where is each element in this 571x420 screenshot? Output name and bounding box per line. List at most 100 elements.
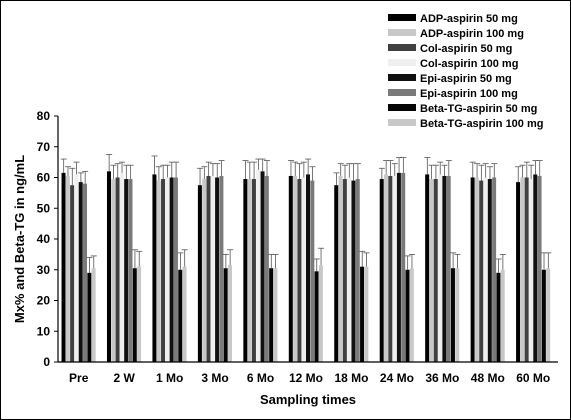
y-tick-label: 30 xyxy=(37,263,51,277)
bar xyxy=(384,174,389,362)
bar xyxy=(401,172,406,362)
bar xyxy=(169,177,174,362)
bar xyxy=(243,179,248,362)
bar xyxy=(202,179,207,362)
bar xyxy=(479,180,484,362)
y-tick-label: 20 xyxy=(37,294,51,308)
bar xyxy=(405,269,410,362)
bar xyxy=(297,179,302,362)
y-tick-label: 60 xyxy=(37,171,51,185)
bar-group-48-mo xyxy=(469,161,506,362)
bar xyxy=(70,185,75,362)
bar xyxy=(124,179,129,362)
bar-group-2-w xyxy=(106,154,143,362)
y-tick-label: 80 xyxy=(37,109,51,123)
x-tick-label: 60 Mo xyxy=(516,371,550,385)
y-axis: 0 10 20 30 40 50 60 70 80 xyxy=(37,109,59,369)
bar xyxy=(128,179,133,362)
bar xyxy=(429,179,434,362)
legend-label: Epi-aspirin 50 mg xyxy=(420,73,512,85)
bar-group-12-mo xyxy=(287,158,325,362)
bar xyxy=(425,174,430,362)
bar xyxy=(347,177,352,362)
bar xyxy=(156,180,161,362)
y-tick-label: 0 xyxy=(43,355,50,369)
bar xyxy=(474,177,479,362)
legend: ADP-aspirin 50 mg ADP-aspirin 100 mg Col-a… xyxy=(388,13,543,130)
y-tick-label: 40 xyxy=(37,232,51,246)
bar xyxy=(533,174,538,362)
x-axis: Pre 2 W 1 Mo 3 Mo 6 Mo 12 Mo 18 Mo 24 Mo 36 Mo 48… xyxy=(58,361,558,385)
bar xyxy=(541,269,546,362)
legend-swatch xyxy=(388,29,416,36)
bar xyxy=(314,271,319,362)
x-tick-label: 24 Mo xyxy=(380,371,414,385)
y-tick-label: 50 xyxy=(37,201,51,215)
legend-item: Col-aspirin 50 mg xyxy=(388,43,512,55)
legend-item: Beta-TG-aspirin 100 mg xyxy=(388,118,543,130)
bar xyxy=(293,175,298,362)
bar xyxy=(219,175,224,362)
legend-label: ADP-aspirin 50 mg xyxy=(420,13,518,25)
legend-swatch xyxy=(388,14,416,21)
bar xyxy=(318,265,323,362)
bar xyxy=(251,179,256,362)
bar xyxy=(210,175,215,362)
x-tick-label: 1 Mo xyxy=(156,371,183,385)
bar xyxy=(310,180,315,362)
bar xyxy=(61,172,66,362)
bar xyxy=(433,179,438,362)
bar-group-3-mo xyxy=(197,160,234,362)
bar xyxy=(360,266,365,362)
bar xyxy=(338,175,343,362)
bar xyxy=(301,177,306,362)
bar xyxy=(351,180,356,362)
bar-group-18-mo xyxy=(333,163,370,362)
bar xyxy=(65,175,70,362)
bar xyxy=(288,175,293,362)
bar-group-24-mo xyxy=(378,157,415,362)
bar xyxy=(524,177,529,362)
legend-swatch xyxy=(388,74,416,81)
bar xyxy=(342,179,347,362)
legend-label: Epi-aspirin 100 mg xyxy=(420,88,518,100)
bar xyxy=(388,175,393,362)
legend-label: Col-aspirin 100 mg xyxy=(420,58,518,70)
bar xyxy=(260,171,265,362)
bar xyxy=(492,177,497,362)
bar-group-6-mo xyxy=(242,158,279,362)
bar xyxy=(161,179,166,362)
bar xyxy=(546,268,551,362)
bar xyxy=(165,177,170,362)
bar xyxy=(178,269,183,362)
x-tick-label: 6 Mo xyxy=(247,371,274,385)
x-tick-label: 18 Mo xyxy=(334,371,368,385)
legend-label: Beta-TG-aspirin 50 mg xyxy=(420,103,537,115)
bar xyxy=(355,179,360,362)
bar xyxy=(496,272,501,362)
y-axis-label: Mx% and Beta-TG in ng/mL xyxy=(12,155,27,323)
bar xyxy=(455,268,460,362)
bar xyxy=(256,169,261,362)
bar xyxy=(173,177,178,362)
bar xyxy=(247,179,252,362)
bar xyxy=(137,266,142,362)
x-tick-label: 48 Mo xyxy=(471,371,505,385)
bar xyxy=(115,177,120,362)
legend-item: Epi-aspirin 100 mg xyxy=(388,88,518,100)
bar xyxy=(227,265,232,362)
bar xyxy=(396,172,401,362)
bar xyxy=(74,174,79,362)
bar xyxy=(215,177,220,362)
bar xyxy=(306,174,310,362)
x-tick-label: 12 Mo xyxy=(289,371,323,385)
bar xyxy=(483,177,488,362)
legend-swatch xyxy=(388,44,416,51)
bar xyxy=(537,175,542,362)
legend-swatch xyxy=(388,89,416,96)
legend-label: ADP-aspirin 100 mg xyxy=(420,28,524,40)
legend-swatch xyxy=(388,104,416,111)
bar xyxy=(470,177,475,362)
y-tick-label: 10 xyxy=(37,324,51,338)
bar xyxy=(206,175,211,362)
